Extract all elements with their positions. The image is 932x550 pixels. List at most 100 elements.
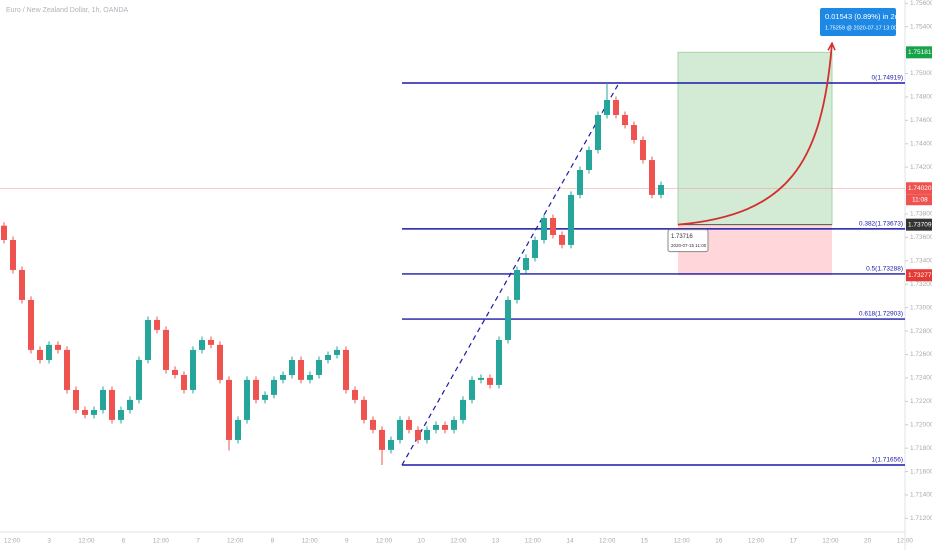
candle-body [397,419,403,440]
x-tick-label: 12:00 [153,538,170,545]
candle-body [208,339,214,345]
x-tick-label: 16 [715,538,723,545]
candle-body [604,99,610,115]
candle-body [631,125,637,141]
candle-body [298,359,304,380]
y-tick-label: 1.74400 [910,140,932,147]
y-tick-label: 1.75000 [910,70,932,77]
x-tick-label: 12:00 [748,538,765,545]
candle-body [370,419,376,430]
x-tick-label: 17 [790,538,798,545]
candle-body [532,239,538,259]
countdown-bg [906,194,932,206]
entry-tooltip-time: 2020-07-15 11:00 [671,243,707,248]
candle-body [622,114,628,126]
x-tick-label: 12:00 [78,538,95,545]
candle-body [289,359,295,375]
x-tick-label: 12:00 [599,538,616,545]
candle-body [316,359,322,375]
candle-body [73,389,79,410]
candle-body [541,217,547,240]
candle-body [379,429,385,450]
forecast-headline: 0.01543 (0.89%) in 2d 2h [825,12,909,21]
y-tick-label: 1.71600 [910,468,932,475]
candle-body [217,344,223,380]
candle-body [28,299,34,350]
target-tag: 1.75181 [908,49,932,56]
candle-body [496,339,502,385]
fib-label: 1(1.71656) [872,457,903,464]
y-tick-label: 1.73800 [910,211,932,218]
candle-body [595,114,601,150]
candle-body [163,329,169,370]
y-tick-label: 1.72800 [910,328,932,335]
y-tick-label: 1.72600 [910,351,932,358]
fib-label: 0.382(1.73673) [859,221,903,228]
candle-body [613,99,619,115]
candle-body [424,429,430,440]
countdown: 11:08 [912,196,928,203]
target-tag-bg [906,46,932,59]
candle-body [55,344,61,350]
y-tick-label: 1.71800 [910,445,932,452]
fib-label: 0(1.74919) [872,75,903,82]
candle-body [253,379,259,400]
y-tick-label: 1.74600 [910,117,932,124]
candle-body [262,394,268,400]
x-tick-label: 12:00 [227,538,244,545]
y-tick-label: 1.73400 [910,258,932,265]
current-price-tag-bg [906,182,932,195]
y-tick-label: 1.72200 [910,398,932,405]
candle-body [226,379,232,440]
candle-body [505,299,511,340]
candle-body [550,217,556,235]
x-tick-label: 8 [271,538,275,545]
candle-body [469,379,475,400]
candle-body [568,194,574,245]
candle-body [199,339,205,350]
x-tick-label: 7 [196,538,200,545]
candle-body [172,369,178,375]
candle-body [451,419,457,430]
candle-body [190,349,196,390]
candle-body [307,374,313,380]
forecast-curve [677,43,833,226]
entry-tag: 1.73709 [908,221,932,228]
stop-tag: 1.73277 [908,272,932,279]
forecast-arrow [827,41,836,51]
candle-body [577,169,583,195]
x-tick-label: 20 [864,538,872,545]
x-tick-label: 15 [641,538,649,545]
x-tick-label: 13 [492,538,500,545]
forecast-box [820,8,896,36]
candle-body [406,419,412,430]
candle-body [271,379,277,395]
candle-body [586,149,592,170]
x-tick-label: 6 [122,538,126,545]
candle-body [415,429,421,440]
candle-body [100,389,106,410]
candle-body [640,140,646,161]
y-tick-label: 1.72400 [910,375,932,382]
candle-body [82,409,88,415]
x-tick-label: 12:00 [376,538,393,545]
candle-body [487,377,493,385]
stop-tag-bg [906,269,932,282]
y-tick-label: 1.75400 [910,23,932,30]
x-tick-label: 3 [47,538,51,545]
y-tick-label: 1.72000 [910,421,932,428]
x-tick-label: 12:00 [450,538,467,545]
x-tick-label: 14 [566,538,574,545]
candle-body [361,399,367,420]
candle-body [433,424,439,430]
y-tick-label: 1.74800 [910,94,932,101]
candle-body [19,269,25,300]
candle-body [10,239,16,270]
target-zone [677,51,833,226]
candle-body [154,319,160,330]
forecast-detail: 1.75259 @ 2020-07-17 13:00 [825,25,897,31]
candle-body [442,424,448,430]
candle-body [136,359,142,400]
candle-body [514,269,520,300]
chart-title: Euro / New Zealand Dollar, 1h, OANDA [6,7,128,14]
